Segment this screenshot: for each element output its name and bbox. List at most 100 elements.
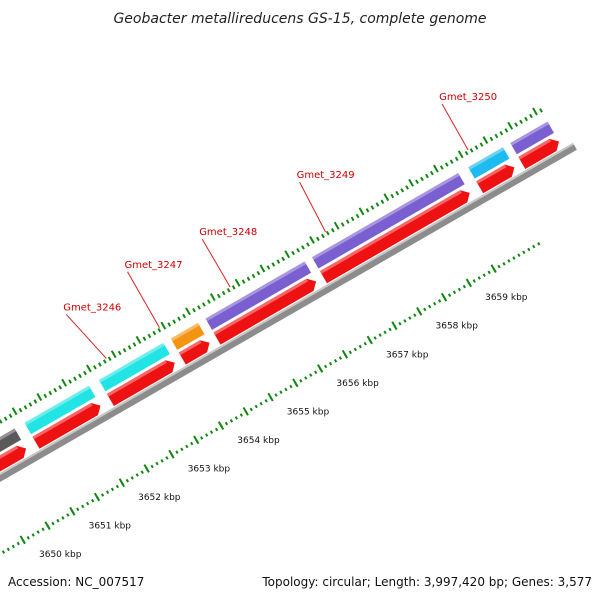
cds-arrow-highlight-3: [178, 340, 202, 356]
gene-labels: Gmet_3246 Gmet_3247 Gmet_3248 Gmet_3249 Gmet…: [63, 92, 497, 359]
ruler-minor-tick: [26, 536, 30, 540]
cds-arrow-4: [213, 278, 317, 345]
ruler-minor-tick: [383, 330, 387, 335]
gene-track-tick: [457, 150, 464, 159]
ruler-minor-tick: [239, 413, 243, 417]
map-title: Geobacter metallireducens GS-15, complet…: [113, 11, 486, 27]
gene-track-tick: [256, 270, 261, 276]
gene-bar-highlight-5: [312, 173, 460, 260]
ruler-minor-tick: [487, 270, 491, 275]
gene-track-tick: [395, 190, 400, 196]
gene-track-tick: [370, 205, 375, 210]
ruler-minor-tick: [150, 464, 154, 469]
gene-track-tick: [102, 359, 107, 364]
gene-track-tick: [380, 199, 385, 204]
gene-track-tick: [251, 273, 256, 279]
ruler-minor-tick: [338, 356, 343, 360]
gene-track-tick: [157, 327, 162, 333]
ruler-label-6: 3656 kbp: [336, 379, 379, 389]
ruler-minor-tick: [135, 473, 139, 477]
ruler-minor-tick: [249, 407, 253, 412]
gene-track-tick: [209, 293, 216, 302]
ruler-major-tick: [217, 421, 225, 430]
gene-bar-3: [170, 322, 205, 350]
ruler-minor-tick: [532, 244, 536, 249]
cds-arrow-6: [476, 164, 515, 194]
gene-bar-highlight-7: [510, 121, 549, 146]
ruler-major-tick: [118, 478, 125, 488]
gene-track-tick: [234, 278, 241, 287]
cds-arrow-5: [320, 190, 470, 284]
ruler-minor-tick: [328, 361, 333, 366]
ruler-minor-tick: [190, 441, 194, 446]
gene-bar-4: [205, 261, 312, 330]
gene-track-tick: [53, 387, 58, 393]
gene-bar-2: [98, 342, 170, 392]
gene-track-tick: [321, 233, 325, 239]
gene-track-tick: [192, 307, 196, 313]
ruler-label-8: 3658 kbp: [436, 322, 479, 332]
gene-track-tick: [231, 285, 236, 290]
ruler-minor-tick: [31, 533, 35, 537]
gene-label-gmet-3250: Gmet_3250: [439, 92, 497, 103]
gene-track-tick: [177, 316, 181, 321]
ruler-minor-tick: [314, 370, 318, 375]
ruler-minor-tick: [76, 507, 80, 512]
gene-track-tick: [350, 216, 355, 222]
gene-track-tick: [97, 362, 102, 367]
ruler-major-tick: [168, 449, 175, 459]
gene-track-tick: [365, 208, 370, 213]
ruler-minor-tick: [115, 484, 120, 489]
gene-track-tick: [439, 165, 444, 170]
ruler-minor-tick: [447, 293, 452, 297]
backbone-layer: [0, 142, 577, 482]
gene-track-tick: [93, 365, 97, 370]
ruler-minor-tick: [91, 498, 95, 503]
ruler-minor-tick: [452, 290, 457, 295]
gene-track-tick: [117, 350, 122, 356]
ruler-minor-tick: [428, 304, 432, 309]
gene-track-tick: [122, 347, 127, 353]
ruler-label-0: 3650 kbp: [39, 550, 82, 560]
ruler-minor-tick: [205, 433, 209, 437]
ruler-minor-tick: [209, 430, 214, 434]
ruler-minor-tick: [363, 341, 367, 346]
gene-track-tick: [142, 336, 147, 341]
ruler-label-2: 3652 kbp: [138, 493, 181, 503]
gene-track-tick: [507, 121, 514, 130]
gene-track-tick: [420, 176, 424, 182]
ruler-minor-tick: [175, 450, 179, 454]
ruler-label-7: 3657 kbp: [386, 350, 429, 360]
gene-bar-6: [468, 147, 510, 179]
gene-bar-highlight-0: [0, 428, 17, 441]
gene-track-tick: [259, 264, 266, 273]
ruler-minor-tick: [279, 390, 283, 394]
ruler-minor-tick: [358, 344, 362, 349]
gene-track-tick: [3, 416, 8, 421]
gene-track-tick: [284, 250, 291, 259]
ruler-minor-tick: [507, 259, 511, 263]
ruler-minor-tick: [438, 299, 442, 303]
gene-track-tick: [28, 402, 33, 407]
ruler-minor-tick: [274, 393, 278, 397]
gene-bar-highlight-2: [98, 342, 165, 383]
gene-track-tick: [514, 122, 519, 127]
gene-track-tick: [296, 248, 300, 253]
gene-track-tick: [266, 265, 271, 270]
ruler-minor-tick: [482, 273, 486, 277]
ruler-major-tick: [341, 349, 349, 359]
ruler-minor-tick: [477, 276, 481, 280]
ruler-minor-tick: [200, 436, 204, 440]
gene-track-tick: [479, 142, 484, 147]
ruler-minor-tick: [51, 521, 55, 526]
gene-track-tick: [358, 207, 365, 216]
gene-track-tick: [246, 276, 251, 282]
ruler-minor-tick: [527, 247, 531, 252]
gene-track-tick: [152, 330, 157, 336]
ruler-minor-tick: [234, 416, 238, 420]
gene-track-tick: [33, 399, 38, 404]
gene-track-tick: [61, 378, 67, 387]
ruler-minor-tick: [125, 478, 129, 483]
ruler-minor-tick: [214, 427, 219, 432]
ruler-minor-tick: [388, 327, 392, 332]
